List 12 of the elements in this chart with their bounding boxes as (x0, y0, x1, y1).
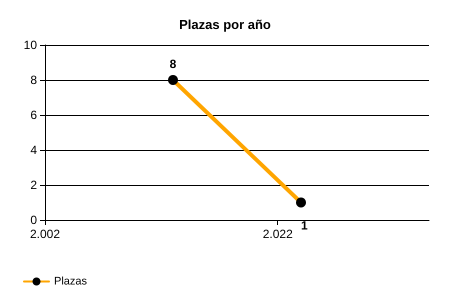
y-tick-label: 6 (30, 108, 38, 122)
legend-label: Plazas (54, 276, 88, 288)
y-tick-label: 8 (30, 73, 38, 87)
y-tick-label: 0 (30, 213, 38, 227)
y-tick-label: 2 (30, 178, 38, 192)
chart-title: Plazas por año (179, 17, 271, 32)
x-tick-label: 2.002 (30, 227, 60, 241)
x-tick-label: 2.022 (262, 227, 294, 241)
data-label: 8 (170, 57, 177, 71)
y-tick-label: 10 (24, 38, 38, 52)
data-label: 1 (301, 218, 308, 232)
y-tick-label: 4 (30, 143, 38, 157)
